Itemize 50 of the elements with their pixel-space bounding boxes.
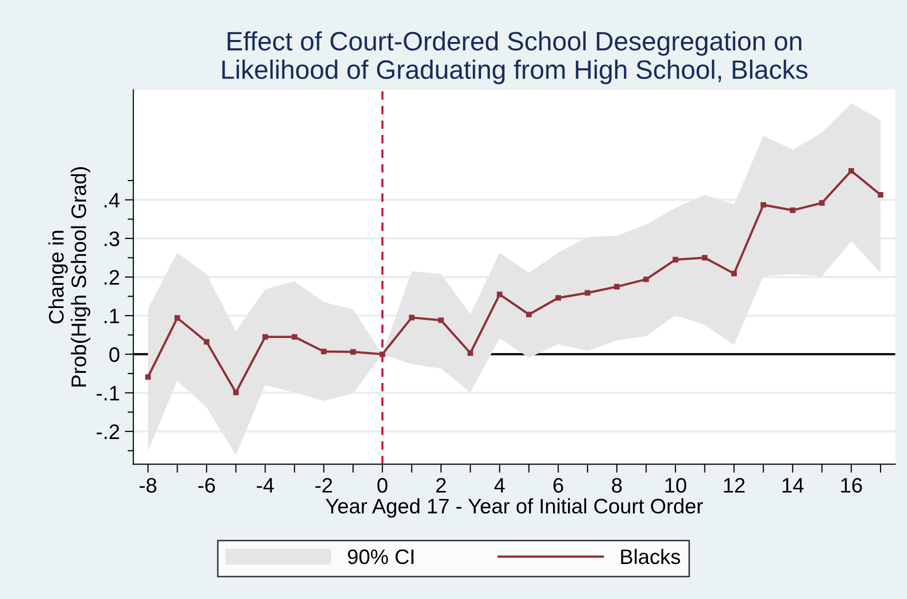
point bbox=[848, 168, 854, 174]
y-tick-label: .4 bbox=[104, 193, 120, 208]
y-tick-label: .1 bbox=[104, 308, 120, 324]
point bbox=[408, 314, 414, 320]
chart-title: Effect of Court-Ordered School Desegregation on Likelihood of Graduating from High School, Blacks bbox=[222, 31, 808, 84]
x-tick-label: 6 bbox=[553, 478, 564, 493]
y-axis-title: Change in Prob(High School Grad) bbox=[48, 167, 90, 386]
x-axis-title: Year Aged 17 - Year of Initial Court Order bbox=[326, 498, 703, 518]
point bbox=[643, 276, 649, 282]
point bbox=[204, 339, 210, 345]
x-tick-label: 4 bbox=[494, 478, 505, 493]
x-tick-label: 8 bbox=[612, 478, 622, 493]
y-tick-label: 0 bbox=[109, 347, 120, 362]
point bbox=[350, 349, 356, 355]
x-tick-label: -8 bbox=[140, 478, 156, 493]
point bbox=[731, 270, 737, 276]
x-tick-label: 12 bbox=[724, 478, 745, 493]
x-tick-label: -2 bbox=[315, 478, 332, 493]
legend-label: 90% CI bbox=[348, 549, 414, 564]
point bbox=[292, 334, 298, 340]
point bbox=[584, 290, 590, 296]
point bbox=[819, 200, 825, 206]
point bbox=[878, 192, 884, 198]
point bbox=[526, 312, 532, 318]
x-tick-label: 10 bbox=[665, 478, 686, 493]
point bbox=[321, 348, 327, 354]
point bbox=[790, 207, 796, 214]
point bbox=[496, 292, 502, 298]
point bbox=[174, 315, 180, 321]
point bbox=[262, 334, 268, 340]
x-tick-label: -4 bbox=[256, 478, 274, 493]
y-tick-label: -.2 bbox=[96, 424, 120, 439]
point bbox=[672, 256, 678, 262]
point bbox=[233, 390, 239, 396]
legend-label: Blacks bbox=[621, 548, 680, 564]
y-tick-label: .2 bbox=[104, 270, 120, 285]
point bbox=[760, 202, 766, 208]
x-tick-label: 16 bbox=[841, 478, 862, 493]
point bbox=[438, 317, 444, 324]
x-tick-label: 2 bbox=[436, 478, 446, 493]
y-tick-label: .3 bbox=[104, 231, 120, 246]
x-tick-label: 0 bbox=[377, 478, 388, 493]
y-tick-label: -.1 bbox=[96, 386, 120, 400]
x-tick-label: 14 bbox=[782, 478, 804, 493]
point bbox=[702, 254, 708, 261]
point bbox=[614, 284, 620, 290]
point bbox=[468, 350, 474, 356]
point bbox=[555, 295, 561, 301]
point bbox=[145, 374, 151, 380]
x-tick-label: -6 bbox=[198, 478, 215, 493]
